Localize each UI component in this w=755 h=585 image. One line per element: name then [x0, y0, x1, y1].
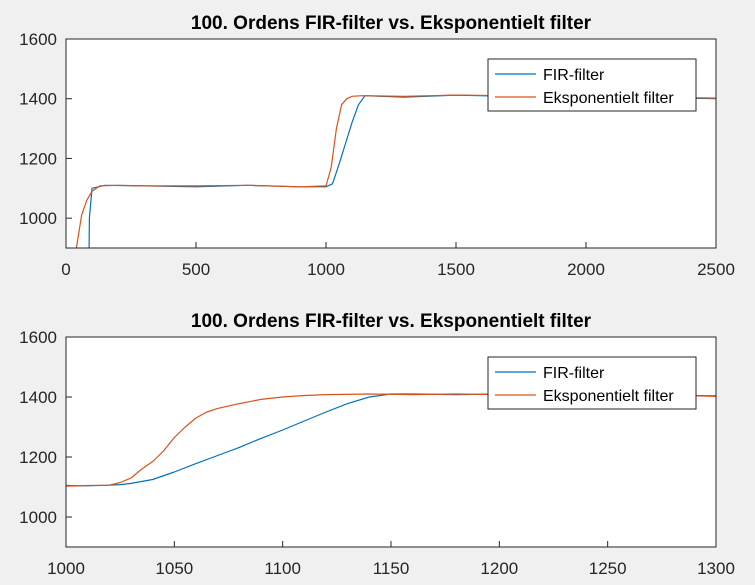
legend[interactable]: FIR-filter Eksponentielt filter — [488, 59, 696, 111]
x-tick-label: 0 — [61, 260, 70, 279]
y-tick-label: 1600 — [19, 30, 57, 49]
x-tick-label: 2500 — [697, 260, 735, 279]
y-tick-label: 1200 — [19, 448, 57, 467]
x-tick-label: 1250 — [589, 559, 627, 578]
x-tick-label: 2000 — [567, 260, 605, 279]
legend[interactable]: FIR-filter Eksponentielt filter — [488, 357, 696, 409]
chart-bottom: 100. Ordens FIR-filter vs. Eksponentielt… — [19, 311, 735, 578]
y-tick-label: 1000 — [19, 508, 57, 527]
x-tick-label: 1100 — [264, 559, 301, 578]
legend-label-exp: Eksponentielt filter — [543, 90, 674, 107]
y-tick-label: 1200 — [19, 149, 57, 168]
legend-label-fir: FIR-filter — [543, 365, 605, 382]
x-tick-label: 1300 — [697, 559, 735, 578]
x-tick-label: 1000 — [47, 559, 85, 578]
x-tick-label: 1150 — [373, 559, 410, 578]
x-tick-label: 1000 — [307, 260, 345, 279]
x-tick-label: 1050 — [155, 559, 193, 578]
y-tick-label: 1400 — [19, 90, 57, 109]
y-tick-label: 1600 — [19, 328, 57, 347]
x-tick-label: 1500 — [437, 260, 475, 279]
chart-title: 100. Ordens FIR-filter vs. Eksponentielt… — [191, 13, 592, 34]
legend-label-fir: FIR-filter — [543, 67, 605, 84]
legend-label-exp: Eksponentielt filter — [543, 388, 674, 405]
chart-title: 100. Ordens FIR-filter vs. Eksponentielt… — [191, 311, 592, 332]
x-tick-label: 500 — [182, 260, 210, 279]
x-tick-label: 1200 — [480, 559, 518, 578]
y-tick-label: 1400 — [19, 388, 57, 407]
y-tick-label: 1000 — [19, 209, 57, 228]
